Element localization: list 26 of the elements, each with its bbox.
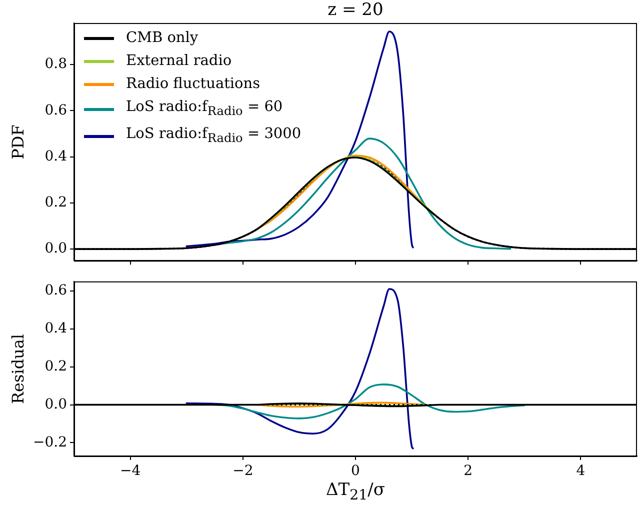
legend-label: External radio [126, 52, 232, 71]
legend-label: LoS radio:f$_{Radio}$ = 60 [126, 98, 283, 120]
x-tick-label: 0 [351, 463, 360, 480]
y-tick-label: 0.6 [44, 282, 68, 299]
x-tick-label: 2 [464, 463, 473, 480]
legend-label: LoS radio:f$_{Radio}$ = 3000 [126, 124, 302, 147]
x-tick-label: −2 [232, 463, 254, 480]
x-axis-title: ΔT$_{21}$/σ [326, 480, 385, 504]
y-tick-label: −0.2 [33, 434, 67, 450]
x-tick-label: −4 [120, 463, 141, 480]
y-tick-label: 0.4 [44, 320, 68, 336]
y-axis-title: Residual [8, 334, 28, 404]
line-series [186, 288, 414, 450]
y-tick-label: 0.0 [44, 396, 67, 412]
chart-title: z = 20 [326, 0, 384, 20]
line-series [214, 384, 526, 420]
y-tick-label: 0.4 [44, 148, 68, 164]
legend-label: CMB only [126, 29, 198, 48]
y-axis-title: PDF [8, 124, 28, 160]
y-tick-label: 0.6 [44, 102, 68, 118]
y-tick-label: 0.2 [44, 194, 67, 211]
x-tick-label: 4 [576, 463, 586, 480]
y-tick-label: 0.2 [44, 358, 67, 374]
legend-label: Radio fluctuations [126, 75, 260, 94]
y-tick-label: 0.0 [44, 240, 67, 257]
y-tick-label: 0.8 [44, 56, 67, 72]
